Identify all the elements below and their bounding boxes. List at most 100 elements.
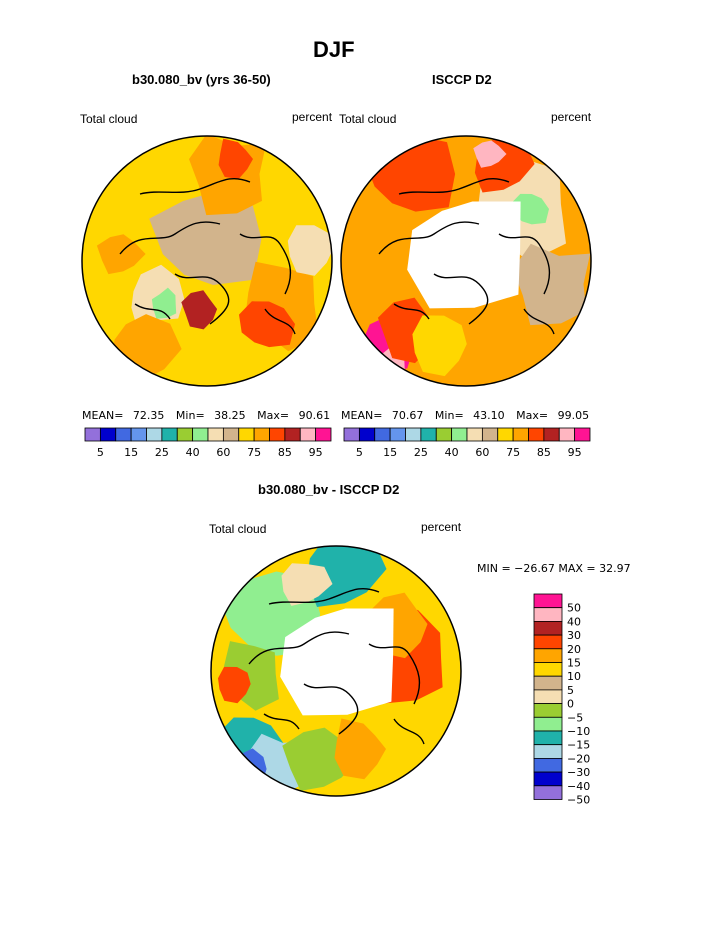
panel-1-colorbar-swatch	[207, 427, 224, 442]
panel-2-coastline	[498, 233, 551, 295]
diff-legend-label: −50	[567, 794, 590, 807]
diff-contour-region	[334, 718, 386, 780]
panel-1-contour-region	[181, 290, 218, 330]
diff-coastline	[368, 643, 421, 705]
panel-1-colorbar-swatch	[146, 427, 163, 442]
diff-legend-label: −20	[567, 752, 590, 765]
panel-1-colorbar-swatch	[161, 427, 178, 442]
panel-1-colorbar-swatch	[130, 427, 147, 442]
panel-1-colorbar-swatch	[222, 427, 240, 442]
diff-legend-swatch	[533, 757, 563, 773]
panel-1-coastline	[139, 178, 251, 195]
panel-1-colorbar-tick-label: 15	[124, 446, 138, 459]
diff-legend-label: 10	[567, 670, 581, 683]
panel-2-colorbar-swatch	[528, 427, 545, 442]
panel-1-min-label: Min=	[175, 409, 205, 422]
panel-2-colorbar-swatch	[435, 427, 453, 442]
panel-1-units-label: percent	[292, 110, 333, 124]
diff-legend-swatch	[533, 744, 563, 759]
panel-1-polar-map	[81, 135, 333, 387]
panel-1-colorbar-swatch	[299, 427, 317, 442]
diff-legend-swatch	[533, 771, 563, 787]
panel-1-coastline	[239, 233, 292, 295]
panel-1-colorbar-swatch	[269, 427, 286, 442]
diff-legend-label: −10	[567, 725, 590, 738]
panel-1-colorbar-tick-label: 5	[97, 446, 104, 459]
diff-polar-map	[210, 545, 462, 797]
panel-1-colorbar-swatch	[84, 427, 101, 442]
diff-legend-swatch	[533, 730, 563, 746]
panel-2-colorbar-tick-label: 95	[568, 446, 582, 459]
panel-2-colorbar-swatch	[543, 427, 560, 442]
panel-2-title: ISCCP D2	[432, 72, 492, 87]
diff-variable-label: Total cloud	[209, 522, 267, 536]
diff-legend-swatch	[533, 634, 563, 650]
panel-1-title: b30.080_bv (yrs 36-50)	[132, 72, 271, 87]
panel-1-colorbar-tick-label: 60	[216, 446, 230, 459]
panel-2-colorbar-swatch	[451, 427, 468, 442]
panel-1-colorbar-swatch	[238, 427, 255, 442]
diff-legend-swatch	[533, 607, 563, 622]
diff-legend-label: 20	[567, 643, 581, 656]
panel-1-map-boundary	[81, 135, 333, 387]
panel-2-field	[341, 136, 591, 386]
panel-2-colorbar-tick-label: 85	[537, 446, 551, 459]
diff-legend-swatch	[533, 648, 563, 663]
panel-2-colorbar-swatch	[558, 427, 576, 442]
diff-legend-swatch	[533, 593, 563, 609]
panel-1-colorbar-tick-label: 95	[309, 446, 323, 459]
diff-legend-label: −15	[567, 739, 590, 752]
panel-1-contour-region	[239, 301, 295, 348]
panel-2-coastline	[378, 221, 480, 255]
panel-1-colorbar-tick-label: 75	[247, 446, 261, 459]
diff-legend-label: 40	[567, 615, 581, 628]
panel-2-min-label: Min=	[434, 409, 464, 422]
panel-2-colorbar-swatch	[389, 427, 406, 442]
panel-2-map-boundary	[340, 135, 592, 387]
panel-2-colorbar-tick-label: 40	[445, 446, 459, 459]
panel-1-contour-region	[218, 138, 253, 180]
panel-2-colorbar-swatch	[420, 427, 437, 442]
panel-2-polar-map	[340, 135, 592, 387]
diff-coastline	[303, 683, 359, 735]
panel-1-colorbar: 5 15 25 40 60 75 85 95	[84, 427, 332, 459]
diff-legend-label: 50	[567, 602, 581, 615]
panel-1-variable-label: Total cloud	[80, 112, 138, 126]
panel-2-variable-label: Total cloud	[339, 112, 397, 126]
panel-1-contour-region	[149, 192, 262, 285]
panel-1-contour-region	[287, 225, 332, 276]
panel-1-coastline	[264, 308, 296, 335]
panel-2-contour-region	[511, 193, 549, 225]
panel-2-colorbar-tick-label: 5	[356, 446, 363, 459]
panel-2-contour-region	[473, 140, 507, 168]
panel-1-max-value: 90.61	[298, 409, 331, 422]
panel-2-colorbar-swatch	[512, 427, 529, 442]
panel-2-missing-data-region	[407, 201, 521, 309]
diff-legend-label: 30	[567, 629, 581, 642]
panel-2-mean-label: MEAN=	[341, 409, 383, 422]
panel-2-colorbar-tick-label: 60	[475, 446, 489, 459]
panel-1-min-value: 38.25	[214, 409, 246, 422]
panel-1-mean-value: 72.35	[132, 409, 165, 422]
diff-coastline	[263, 713, 300, 730]
diff-legend-label: 0	[567, 698, 574, 711]
panel-1-colorbar-swatch	[315, 427, 332, 442]
diff-contour-region	[218, 666, 251, 704]
panel-2-colorbar-swatch	[481, 427, 499, 442]
diff-legend-swatch	[533, 620, 563, 636]
panel-2-colorbar-tick-label: 25	[414, 446, 428, 459]
panel-2-coastline	[523, 308, 555, 335]
panel-2-colorbar-swatch	[405, 427, 422, 442]
panel-2-colorbar-swatch	[497, 427, 514, 442]
panel-1-colorbar-swatch	[253, 427, 270, 442]
panel-2-colorbar-swatch	[374, 427, 391, 442]
diff-minmax: MIN = −26.67 MAX = 32.97	[477, 562, 631, 575]
panel-1-contour-region	[151, 287, 177, 319]
panel-1-coastline	[174, 273, 230, 325]
panel-2-coastline	[433, 273, 489, 325]
diff-legend-label: −5	[567, 711, 583, 724]
diff-legend-swatch	[533, 689, 563, 705]
diff-units-label: percent	[421, 520, 462, 534]
panel-2-colorbar-tick-label: 15	[383, 446, 397, 459]
diff-title: b30.080_bv - ISCCP D2	[258, 482, 400, 497]
